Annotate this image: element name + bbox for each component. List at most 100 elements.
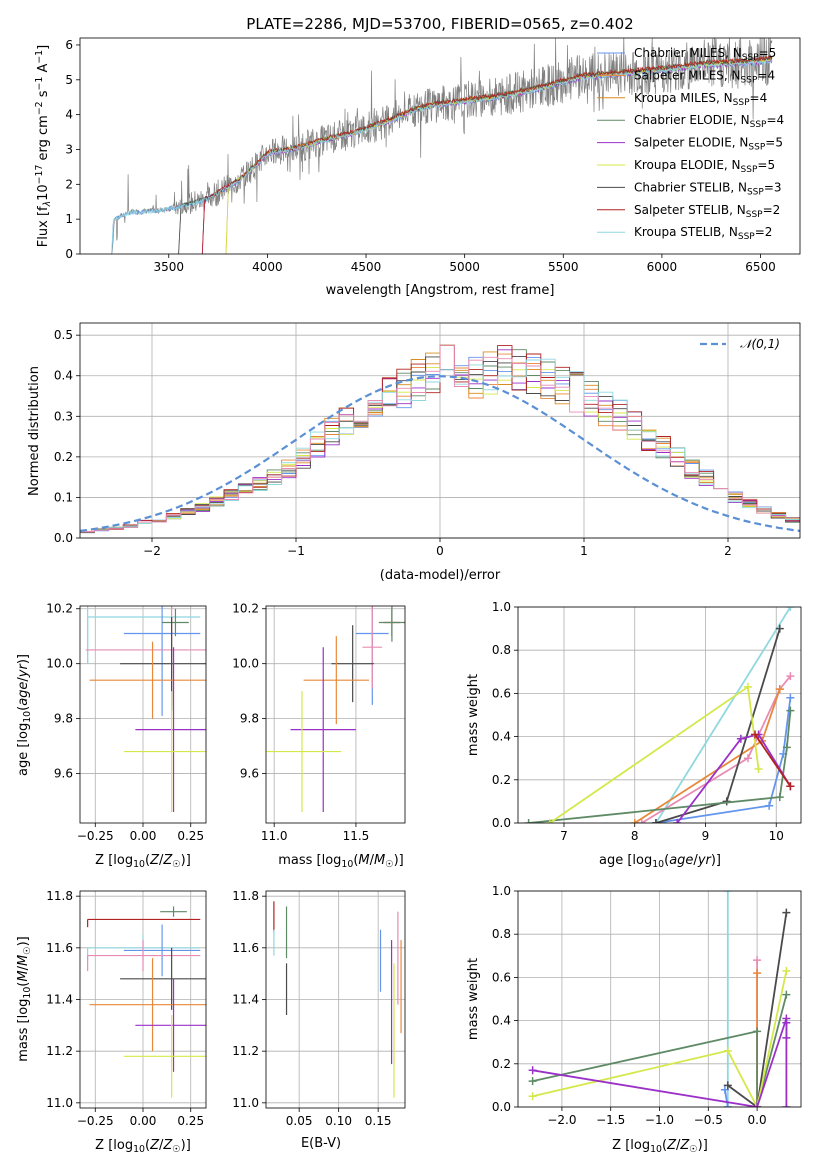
legend-name: Chabrier ELODIE, N — [634, 113, 750, 127]
mass-weight-marker — [545, 819, 554, 823]
y-tick-label: 9.6 — [54, 767, 73, 781]
mass-weight-series-1 — [655, 697, 792, 823]
y-tick-label: 0.6 — [492, 970, 511, 984]
mass-weight-marker — [673, 819, 682, 823]
legend-sub: SSP — [742, 53, 759, 63]
y-tick-label: 0.4 — [492, 1014, 511, 1028]
x-tick-label: 4000 — [252, 260, 283, 274]
y-tick-label: 0.0 — [492, 1100, 511, 1114]
y-tick-label: 3 — [65, 142, 73, 156]
mass-weight-marker — [782, 908, 791, 917]
label-part: yr — [16, 662, 31, 678]
mass-weight-marker — [524, 819, 533, 823]
axes-frame — [79, 322, 801, 539]
label-part: −1 — [34, 50, 45, 64]
legend-entry: Chabrier STELIB, NSSP=3 — [634, 180, 782, 197]
spectrum-xlabel: wavelength [Angstrom, rest frame] — [326, 283, 555, 298]
y-tick-label: 10.2 — [232, 602, 259, 616]
x-tick-label: 10 — [769, 829, 784, 843]
mass-weight-marker — [786, 693, 795, 702]
mass-weight-marker — [528, 1066, 537, 1075]
spectrum-lines — [111, 38, 773, 254]
y-tick-label: 11.8 — [232, 889, 259, 903]
y-tick-label: 5 — [65, 73, 73, 87]
x-tick-label: 11.5 — [343, 829, 370, 843]
label-part: s — [36, 90, 51, 101]
y-tick-label: 0.0 — [54, 531, 73, 545]
axes-frame — [79, 890, 207, 1109]
label-part: 10 — [652, 859, 664, 870]
legend-sub: SSP — [750, 120, 767, 130]
label-part: 10 — [341, 859, 353, 870]
x-tick-label: 0.25 — [177, 829, 204, 843]
legend-sub: SSP — [747, 187, 764, 197]
label-part: M — [16, 955, 31, 966]
legend-entry: Chabrier MILES, NSSP=5 — [634, 46, 776, 63]
label-part: ☉ — [689, 1144, 697, 1155]
legend-sub: SSP — [741, 75, 758, 85]
mass-weight-marker — [782, 1033, 791, 1042]
legend-entry: Kroupa ELODIE, NSSP=5 — [634, 158, 775, 175]
legend-count: =4 — [766, 113, 784, 127]
mass-weight-marker — [723, 1046, 732, 1055]
label-part: / — [16, 965, 31, 970]
y-tick-label: 0.2 — [492, 773, 511, 787]
legend-name: Chabrier MILES, N — [634, 46, 742, 60]
age-ylabel: age [log10(age/yr)] — [16, 654, 33, 776]
y-tick-label: 10.2 — [46, 602, 73, 616]
y-tick-label: 11.2 — [46, 1044, 73, 1058]
x-tick-label: 1 — [580, 544, 588, 558]
mass-weight-series-0 — [655, 607, 792, 823]
age-mass-xlabel: mass [log10(M/M☉​)] — [278, 853, 404, 870]
mass-weight-marker — [743, 682, 752, 691]
legend-sub: SSP — [748, 143, 765, 153]
label-part: Z [log — [612, 1138, 650, 1153]
legend-count: =2 — [755, 225, 773, 239]
y-tick-label: 1.0 — [492, 600, 511, 614]
y-tick-label: 9.8 — [240, 712, 259, 726]
mass-weight-marker — [765, 801, 774, 810]
residuals-xlabel: (data-model)/error — [380, 568, 501, 583]
residual-histograms — [80, 344, 800, 534]
x-tick-label: 0.10 — [325, 1114, 352, 1128]
legend-name: Kroupa MILES, N — [634, 91, 733, 105]
label-part: )] — [16, 654, 31, 664]
mass-weight-marker — [782, 1018, 791, 1027]
label-part: )] — [181, 853, 191, 868]
label-part: A — [36, 64, 51, 77]
label-part: Z [log — [95, 1138, 133, 1153]
x-tick-label: −2.0 — [547, 1113, 576, 1127]
x-tick-label: 0.0 — [748, 1113, 767, 1127]
label-part: 10 — [650, 1144, 662, 1155]
y-tick-label: 0 — [65, 247, 73, 261]
label-part: ( — [353, 853, 358, 868]
label-part: mass [log — [16, 999, 31, 1062]
label-part: 10 — [133, 1144, 145, 1155]
massweight-age-ylabel: mass weight — [466, 674, 481, 756]
y-tick-label: 0.6 — [492, 686, 511, 700]
mass-weight-series-5 — [528, 710, 792, 823]
y-tick-label: 11.2 — [232, 1044, 259, 1058]
x-tick-label: 11.0 — [261, 829, 288, 843]
mass-weight-marker — [743, 754, 752, 763]
legend-name: Kroupa STELIB, N — [634, 225, 738, 239]
mass-weight-marker — [720, 1085, 729, 1094]
y-tick-label: 1 — [65, 212, 73, 226]
mass-weight-marker — [786, 607, 795, 611]
x-tick-label: −1 — [287, 544, 305, 558]
label-part: 10 — [133, 859, 145, 870]
label-part: / — [370, 853, 375, 868]
y-tick-label: 0.1 — [54, 490, 73, 504]
legend-name: Chabrier STELIB, N — [634, 180, 747, 194]
label-part: ( — [16, 706, 31, 711]
legend-entry: Kroupa MILES, NSSP=4 — [634, 91, 767, 108]
y-tick-label: 0.4 — [54, 369, 73, 383]
mass-weight-series-8 — [754, 733, 792, 787]
label-part: −1 — [34, 77, 45, 91]
mass-weight-marker — [775, 793, 784, 802]
y-tick-label: 0.8 — [492, 927, 511, 941]
mass-weight-marker — [782, 1103, 791, 1107]
legend-count: =2 — [763, 203, 781, 217]
x-tick-label: −0.5 — [694, 1113, 723, 1127]
